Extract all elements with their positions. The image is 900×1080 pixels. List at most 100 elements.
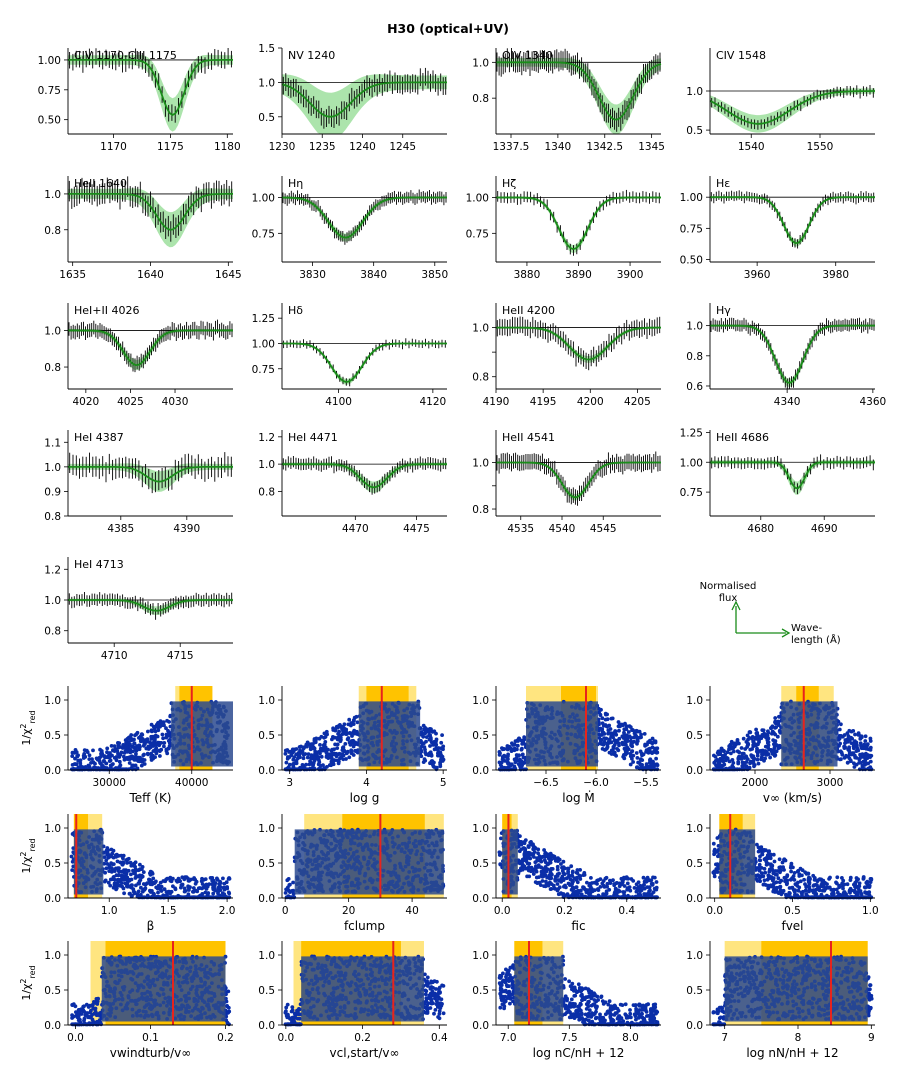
model-point [138,862,142,867]
model-point [419,744,424,749]
model-point [763,756,767,761]
model-point [868,748,873,752]
model-point [508,763,513,768]
model-point [654,756,658,761]
model-point [114,767,119,772]
model-point [150,895,155,900]
y-tick-label: 0.5 [686,125,703,137]
model-point [318,767,323,772]
model-point [336,761,341,766]
model-point [300,763,305,768]
model-point [630,744,635,749]
line-title: HeI 4387 [74,431,124,444]
model-point [598,713,603,717]
model-point [194,879,199,884]
model-point [309,761,313,765]
model-point [207,882,212,886]
model-point [645,742,649,747]
model-point [744,754,749,759]
model-point [133,890,137,895]
model-point [330,737,334,742]
y-tick-label: 1.00 [252,338,275,350]
model-point [434,731,438,736]
model-uncertainty-band [282,74,447,134]
model-point [146,729,150,734]
model-point [158,895,163,900]
model-point [652,767,657,772]
x-tick-label: 4190 [483,396,510,408]
model-point [747,736,752,740]
model-point [626,730,631,734]
model-point [614,753,618,758]
dense-point-region [781,701,838,767]
model-point [859,734,864,739]
model-point [335,758,340,763]
model-point [600,747,605,751]
model-point [421,734,426,739]
x-tick-label: 1170 [100,141,127,153]
model-point [762,731,767,736]
fitness-panel: 3 4 5 0.0 0.5 1.0 log g [258,686,447,805]
model-point [166,731,171,736]
model-uncertainty-band [496,461,661,501]
model-point [351,741,356,745]
model-point [736,756,741,761]
model-point [515,743,520,748]
model-point [498,767,503,772]
model-point [154,749,159,754]
y-tick-label: 0.5 [258,730,275,742]
model-point [183,895,188,900]
model-point [283,891,288,895]
model-point [853,732,857,737]
y-tick-label: 1.0 [472,57,489,69]
model-point [607,740,612,745]
model-point [851,729,856,733]
model-point [625,748,630,753]
x-tick-label: 1540 [738,141,765,153]
model-point [146,747,151,751]
best-fit-model-line [496,196,661,251]
model-point [337,729,341,734]
y-tick-label: 1.1 [44,437,61,449]
model-point [635,741,639,746]
model-point [747,730,752,735]
model-point [439,740,444,745]
spectrum-panel: 4020 4025 4030 0.8 1.0 HeI+II 4026 [44,303,233,408]
x-tick-label: 3830 [299,269,326,281]
model-point [768,755,772,760]
model-point [115,883,120,888]
model-point [730,767,735,772]
model-point [131,887,136,892]
model-point [208,876,213,880]
model-point [104,866,109,871]
y-tick-label: 1.0 [258,77,275,89]
model-point [721,759,726,764]
model-point [324,755,329,759]
model-point [773,732,778,737]
x-tick-label: 3890 [565,269,592,281]
x-tick-label: 4680 [747,523,774,535]
model-point [91,760,96,765]
model-point [331,728,336,732]
model-uncertainty-band [710,324,875,388]
model-point [176,876,181,881]
model-point [296,753,301,758]
x-tick-label: −5.5 [633,777,659,789]
model-point [224,895,229,900]
model-point [74,750,79,754]
model-point [429,753,434,758]
model-point [324,729,329,734]
model-point [421,760,426,764]
y-tick-label: 0.0 [44,893,61,905]
model-point [119,874,124,878]
fit-ylabel-row3: 1/χ2red [19,965,37,1000]
model-point [620,722,624,727]
model-point [105,750,109,755]
model-point [121,743,126,747]
model-point [630,741,634,746]
model-point [156,890,160,895]
model-point [868,739,873,743]
model-point [136,759,141,763]
model-point [133,748,138,752]
model-point [136,889,141,894]
